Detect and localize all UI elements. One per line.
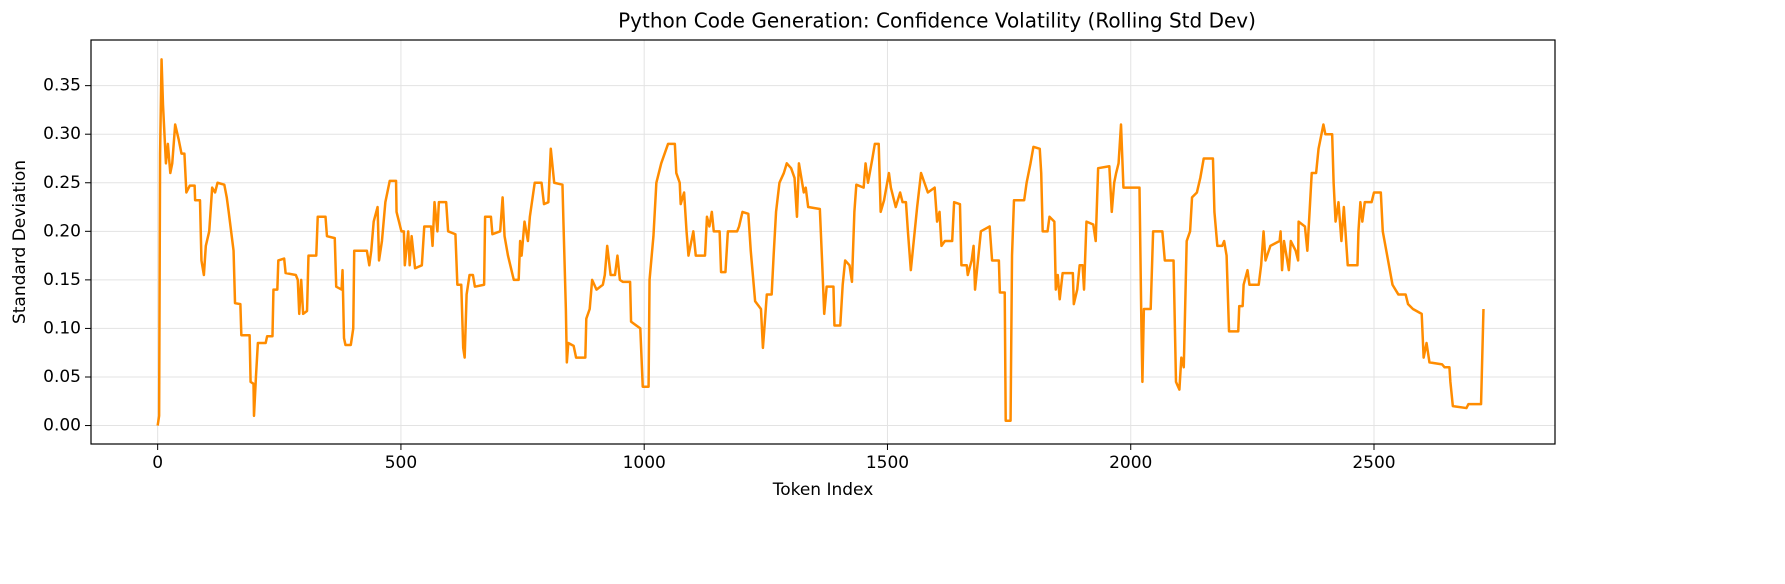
chart-title: Python Code Generation: Confidence Volat… — [618, 9, 1256, 33]
y-tick-label: 0.35 — [43, 76, 81, 96]
plot-frame — [90, 39, 1556, 445]
y-tick-label: 0.20 — [43, 221, 81, 241]
y-tick-label: 0.05 — [43, 367, 81, 387]
x-tick-label: 1500 — [866, 453, 909, 473]
x-axis-label: Token Index — [772, 480, 874, 500]
y-tick-label: 0.25 — [43, 173, 81, 193]
x-tick-label: 0 — [152, 453, 163, 473]
y-axis-label: Standard Deviation — [10, 160, 30, 324]
y-tick-label: 0.15 — [43, 270, 81, 290]
data-line — [156, 58, 1485, 426]
x-tick-label: 2000 — [1109, 453, 1152, 473]
y-tick-label: 0.00 — [43, 416, 81, 436]
x-tick-label: 2500 — [1352, 453, 1395, 473]
y-tick-label: 0.10 — [43, 318, 81, 338]
y-tick-label: 0.30 — [43, 124, 81, 144]
x-tick-label: 1000 — [623, 453, 666, 473]
x-tick-label: 500 — [385, 453, 417, 473]
